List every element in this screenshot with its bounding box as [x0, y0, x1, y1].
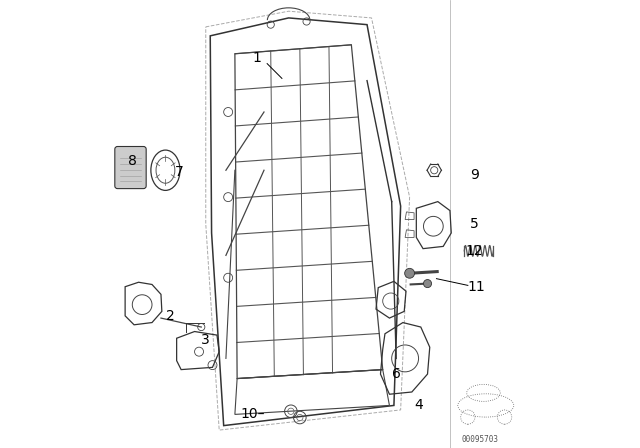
- Text: 2: 2: [166, 309, 174, 323]
- Text: 00095703: 00095703: [461, 435, 499, 444]
- Text: 12: 12: [466, 244, 483, 258]
- Text: 3: 3: [202, 333, 210, 348]
- Text: 4: 4: [414, 398, 423, 413]
- Text: 8: 8: [128, 154, 137, 168]
- Text: 1: 1: [253, 51, 262, 65]
- Text: 5: 5: [470, 217, 479, 231]
- Text: 11: 11: [468, 280, 486, 294]
- Text: 10–: 10–: [241, 407, 265, 422]
- Text: 7: 7: [175, 165, 183, 180]
- Text: 6: 6: [392, 367, 401, 381]
- Circle shape: [424, 280, 431, 288]
- Circle shape: [404, 268, 415, 278]
- FancyBboxPatch shape: [115, 146, 146, 189]
- Text: 9: 9: [470, 168, 479, 182]
